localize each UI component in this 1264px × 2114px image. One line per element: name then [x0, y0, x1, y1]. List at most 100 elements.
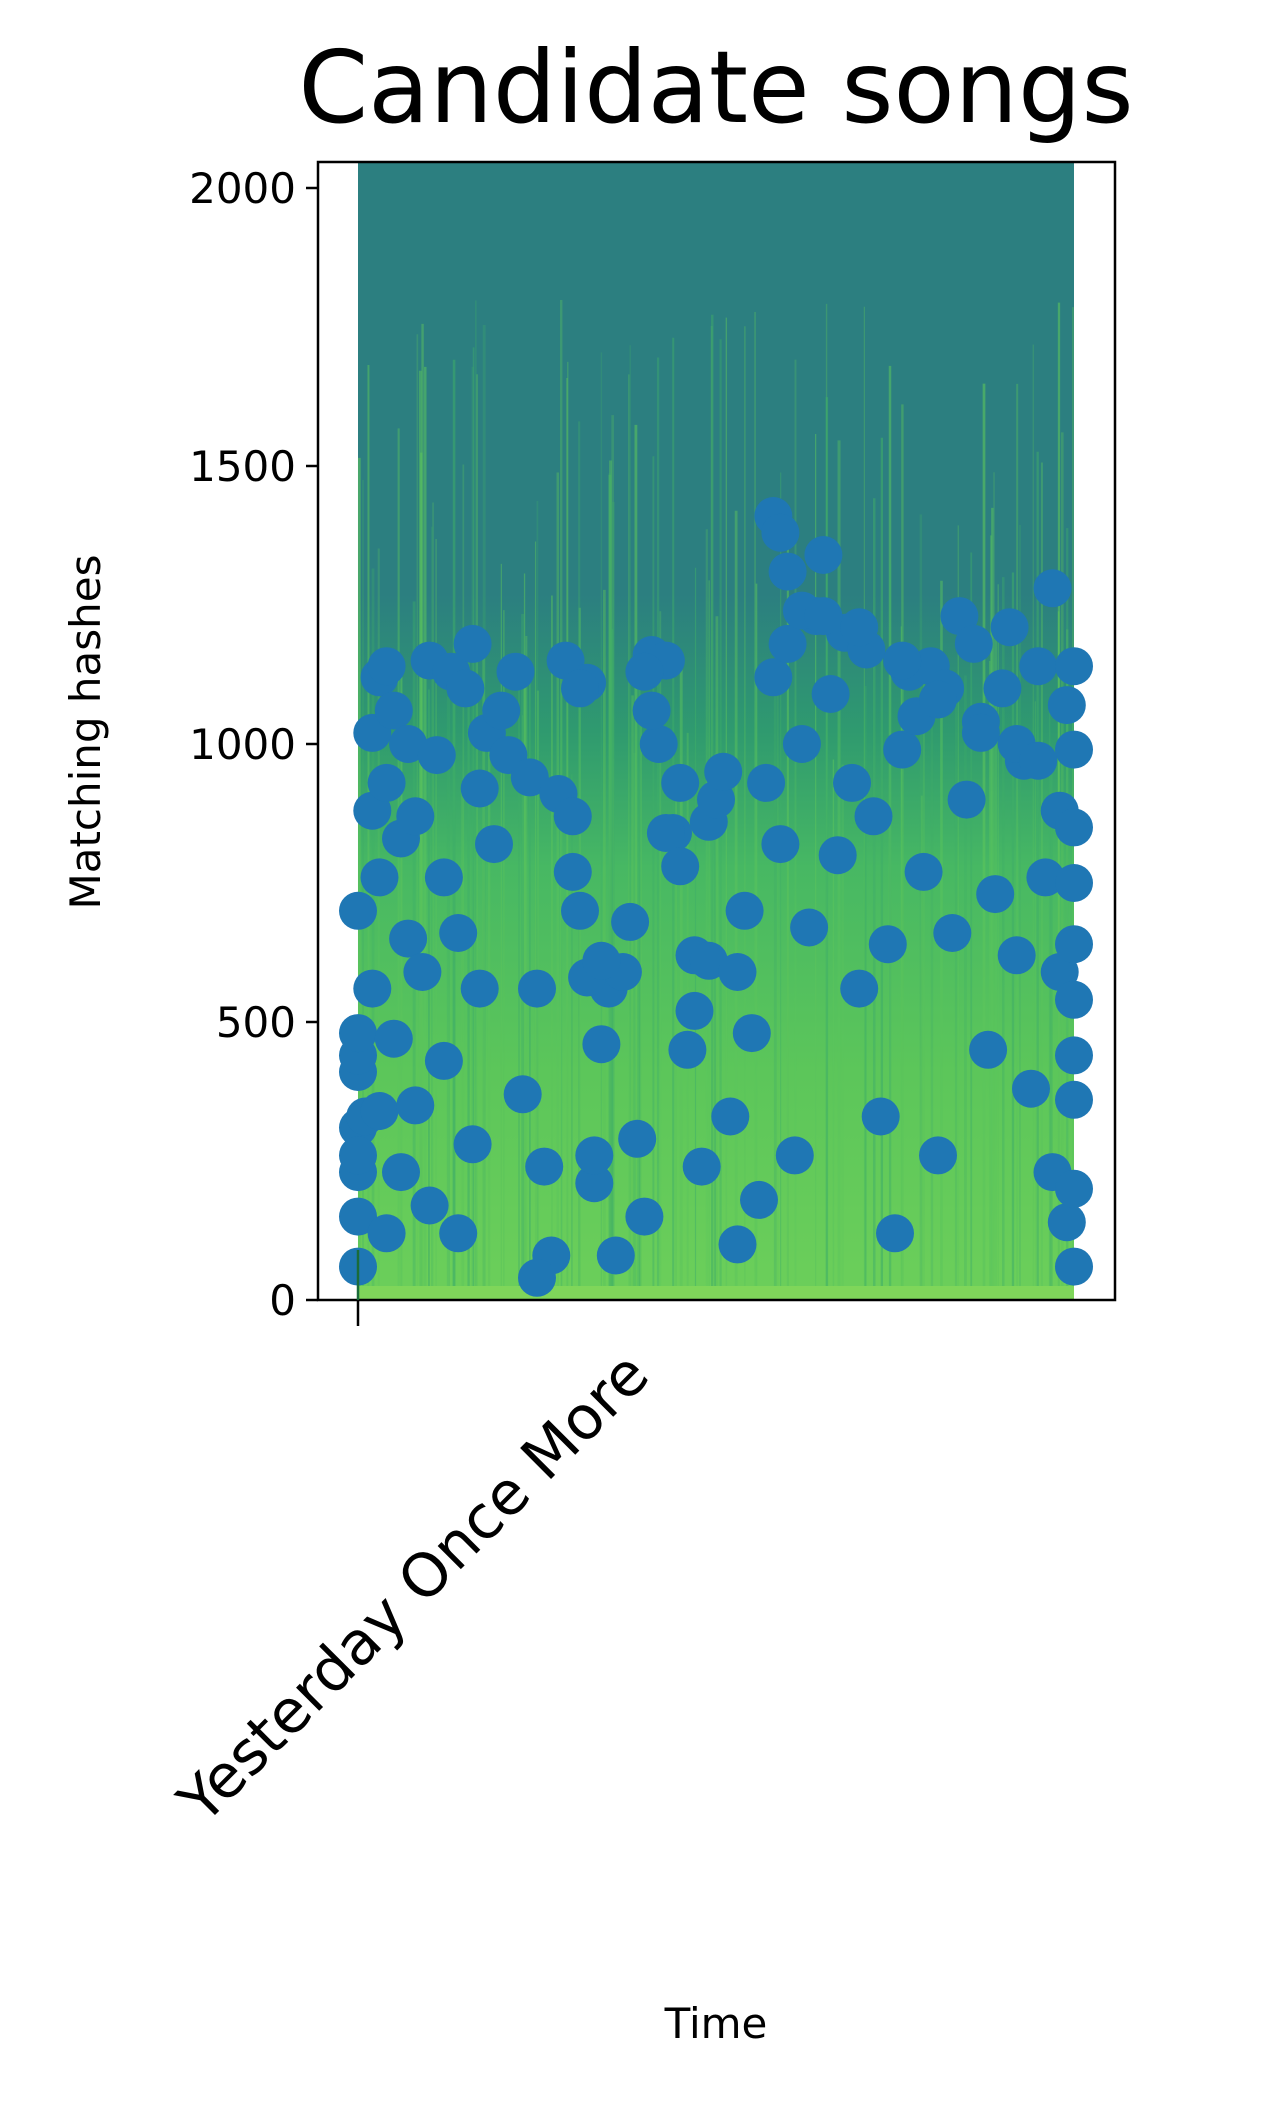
data-point: [646, 814, 685, 852]
data-point: [883, 641, 922, 680]
data-point: [518, 1258, 556, 1297]
data-point: [818, 836, 857, 875]
scatter-points: [339, 497, 1093, 1297]
data-point: [969, 1030, 1008, 1069]
data-point: [339, 1014, 377, 1053]
data-point: [804, 536, 843, 574]
data-point: [460, 769, 499, 808]
data-point: [446, 669, 485, 708]
data-point: [997, 936, 1036, 975]
data-point: [396, 1086, 435, 1125]
chart-title: Candidate songs: [298, 29, 1133, 146]
data-point: [625, 652, 664, 691]
data-point: [424, 1041, 463, 1080]
data-point: [983, 669, 1022, 708]
data-point: [575, 1136, 614, 1175]
data-point: [754, 658, 793, 697]
x-axis-categories: Yesterday Once More: [165, 1250, 663, 1837]
data-point: [582, 1025, 621, 1064]
data-point: [439, 1214, 478, 1253]
data-point: [1019, 647, 1058, 686]
data-point: [596, 1236, 635, 1275]
data-point: [1012, 1069, 1050, 1108]
data-point: [833, 763, 871, 802]
data-point: [496, 652, 535, 691]
data-point: [475, 825, 513, 864]
data-point: [811, 675, 850, 713]
y-tick-label: 0: [269, 1276, 296, 1325]
data-point: [990, 608, 1029, 647]
data-point: [747, 763, 786, 802]
data-point: [740, 1180, 778, 1219]
y-tick-label: 500: [216, 998, 296, 1047]
data-point: [961, 713, 1000, 752]
data-point: [396, 797, 435, 836]
data-point: [1055, 864, 1093, 902]
data-point: [876, 1214, 914, 1253]
y-tick-label: 1500: [189, 442, 296, 491]
data-point: [460, 969, 499, 1008]
y-tick-label: 2000: [189, 164, 296, 213]
data-point: [389, 919, 428, 958]
data-point: [575, 1164, 614, 1203]
data-point: [510, 758, 549, 797]
data-point: [1055, 808, 1093, 847]
data-point: [661, 763, 700, 802]
data-point: [553, 852, 592, 891]
data-point: [1033, 569, 1072, 608]
data-point: [883, 730, 922, 769]
data-point: [553, 797, 592, 836]
data-point: [704, 752, 743, 791]
data-point: [1055, 730, 1093, 769]
data-point: [761, 825, 800, 864]
data-point: [1047, 1203, 1086, 1242]
data-point: [854, 797, 893, 836]
data-point: [360, 858, 399, 897]
data-point: [668, 1030, 707, 1069]
data-point: [374, 1019, 413, 1058]
data-point: [367, 647, 406, 686]
data-point: [561, 891, 599, 930]
x-category-label: Yesterday Once More: [165, 1339, 663, 1837]
data-point: [618, 1119, 657, 1158]
data-point: [682, 1147, 721, 1186]
data-point: [1055, 1080, 1093, 1119]
data-point: [711, 1097, 750, 1136]
data-point: [732, 1014, 771, 1053]
data-point: [582, 941, 621, 980]
data-point: [840, 969, 879, 1008]
data-point: [725, 891, 764, 930]
data-point: [804, 597, 843, 636]
data-point: [1055, 1169, 1093, 1208]
data-point: [675, 991, 714, 1030]
data-point: [761, 513, 800, 552]
data-point: [1055, 1247, 1093, 1286]
data-point: [1026, 858, 1065, 897]
data-point: [639, 725, 678, 763]
data-point: [374, 691, 413, 730]
data-point: [1055, 647, 1093, 686]
spectrogram-low-band: [358, 1286, 1074, 1300]
x-axis-label: Time: [664, 1999, 768, 2048]
data-point: [403, 953, 442, 991]
data-point: [525, 1147, 564, 1186]
data-point: [775, 1136, 814, 1175]
data-point: [782, 725, 821, 763]
plot-frame: [316, 160, 1117, 1302]
data-point: [689, 941, 728, 980]
data-point: [561, 669, 599, 708]
data-point: [453, 1125, 492, 1164]
data-point: [718, 1225, 757, 1264]
data-point: [367, 763, 406, 802]
data-point: [625, 1197, 664, 1236]
data-point: [611, 902, 650, 941]
data-point: [868, 925, 907, 964]
data-point: [632, 691, 671, 730]
y-tick-label: 1000: [189, 720, 296, 769]
data-point: [367, 1214, 406, 1253]
data-point: [1055, 925, 1093, 964]
data-point: [382, 1153, 420, 1192]
data-point: [439, 914, 478, 952]
data-point: [919, 680, 957, 719]
